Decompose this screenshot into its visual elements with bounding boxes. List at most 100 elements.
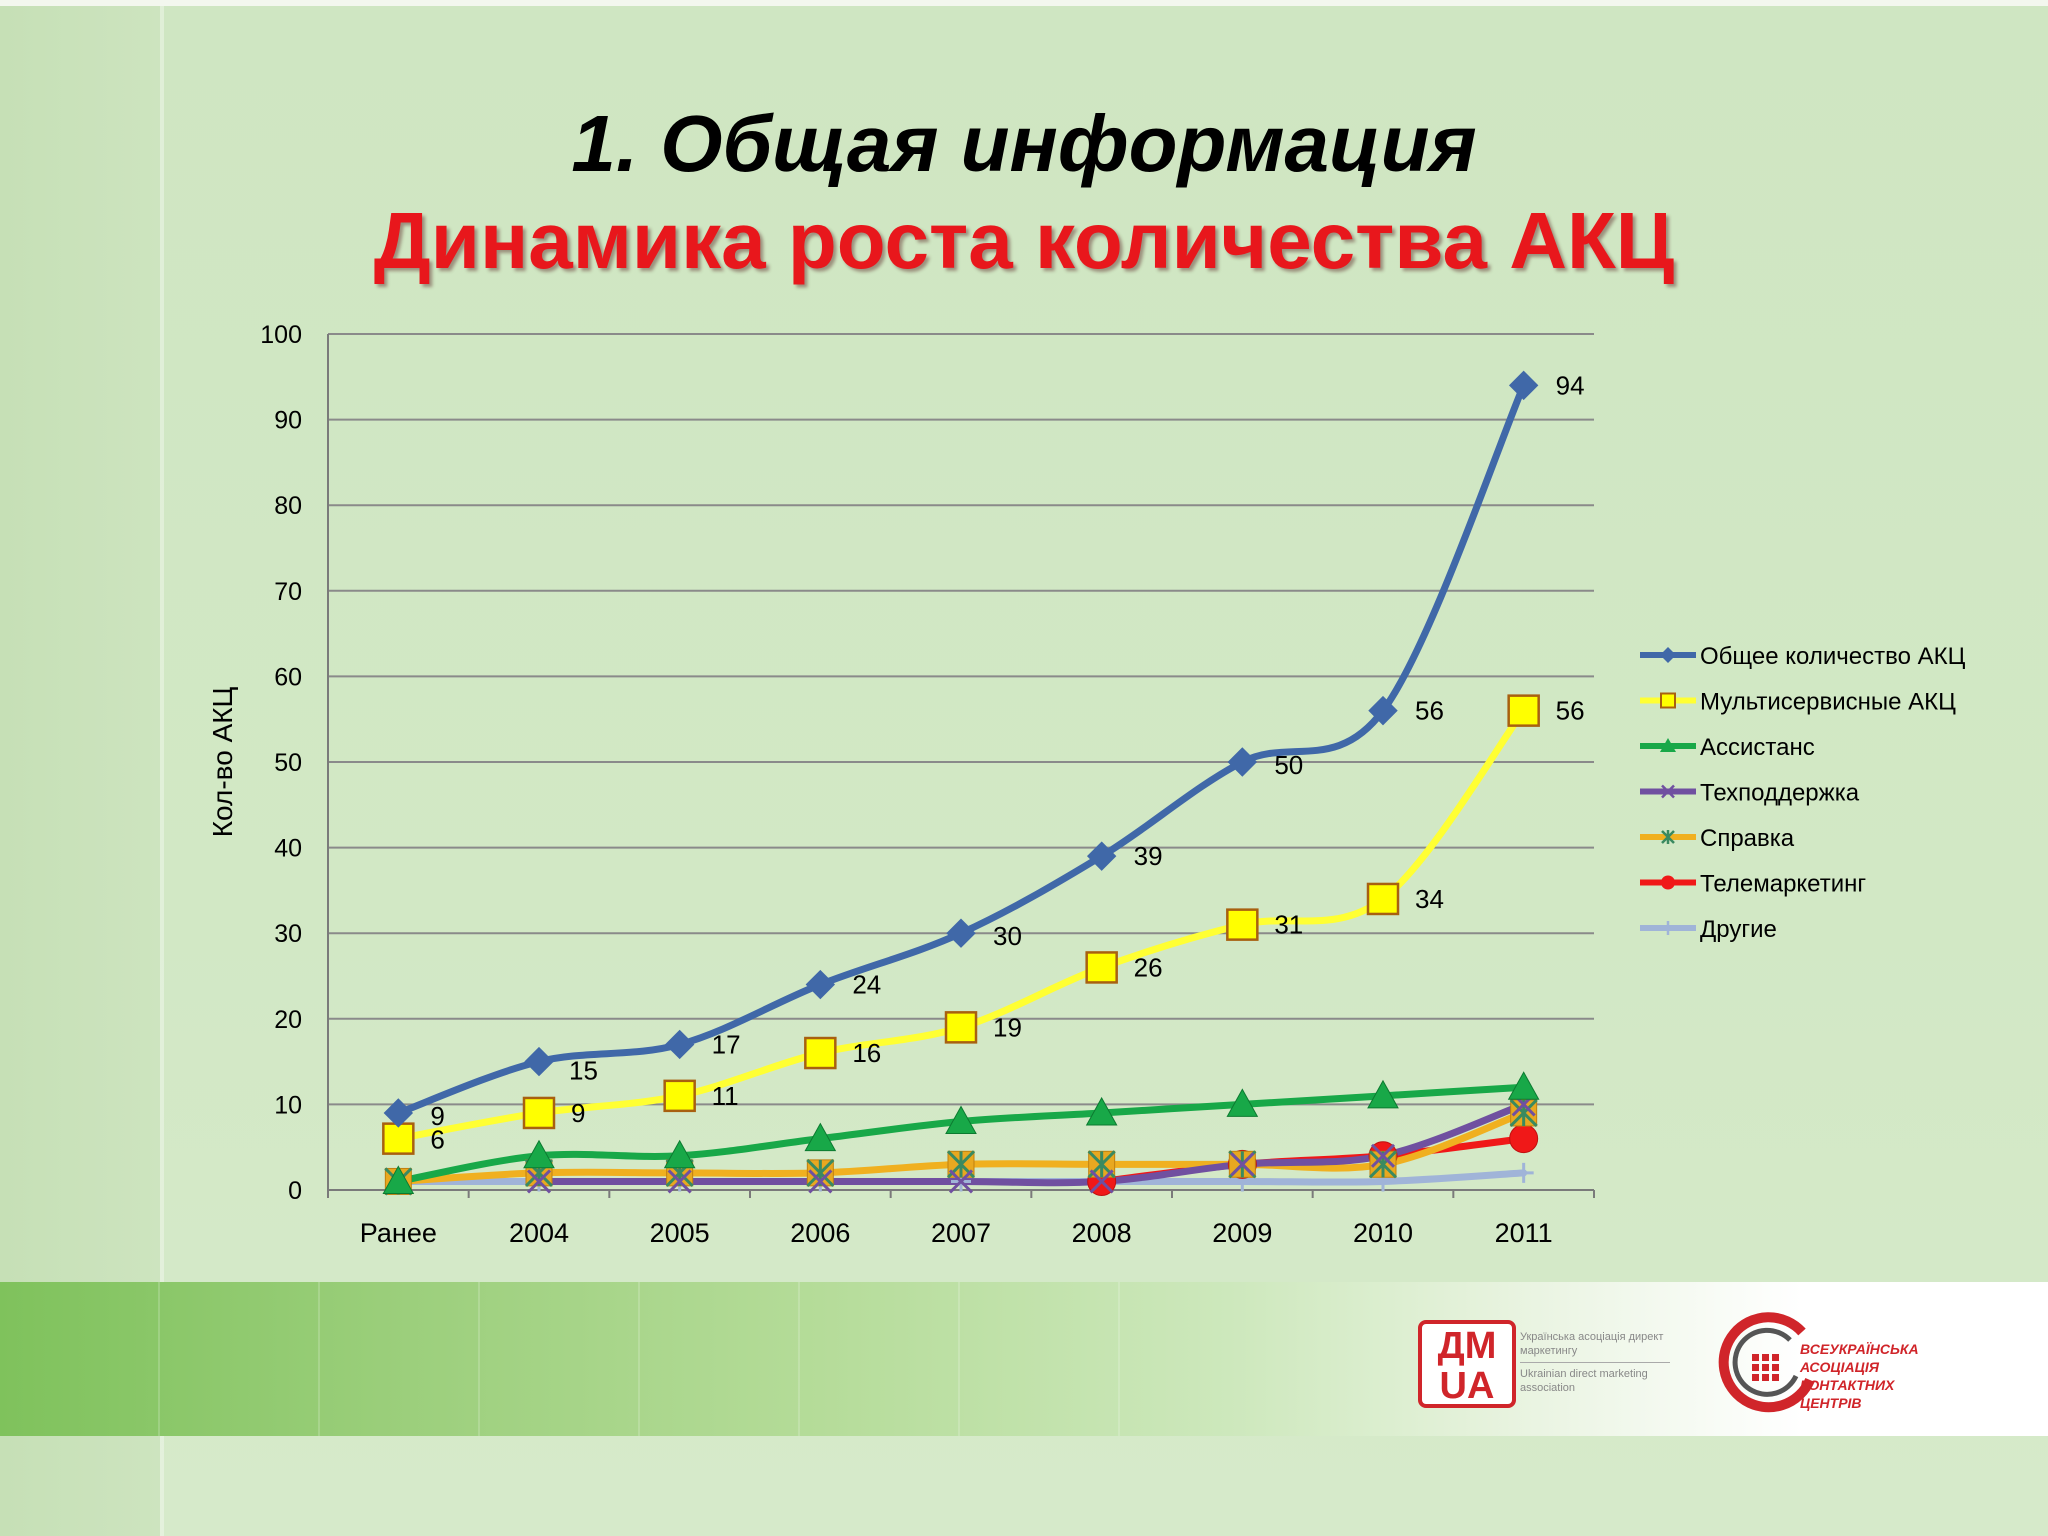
series-3-point (526, 1169, 552, 1194)
series-0-point (524, 1046, 554, 1077)
legend-entry-label: Общее количество АКЦ (1700, 643, 1966, 670)
series-3-point (948, 1169, 974, 1194)
y-tick-label: 10 (274, 1091, 302, 1119)
legend-entry-label: Другие (1700, 916, 1777, 943)
left-decor-strip (0, 0, 160, 1536)
series-1-point (382, 1122, 415, 1155)
series-1-point (1366, 882, 1400, 916)
y-tick-label: 70 (274, 578, 302, 606)
series-1-data-label: 26 (1134, 952, 1163, 982)
series-3-point (1230, 1152, 1255, 1177)
series-0-data-label: 39 (1134, 841, 1163, 871)
series-0-point (1368, 695, 1398, 726)
dmua-logo-mark: ДМ UA (1437, 1325, 1497, 1407)
legend-swatch-marker (1661, 875, 1675, 890)
series-1-point (663, 1079, 696, 1113)
contact-centers-logo-icon (1718, 1312, 1815, 1413)
series-0-line (394, 381, 1528, 1117)
legend-swatch-marker (1660, 738, 1676, 752)
legend-swatch-marker (1661, 830, 1675, 844)
dmua-caption-ua: Українська асоціація директ маркетингу (1520, 1331, 1664, 1357)
y-tick-label: 20 (274, 1006, 302, 1034)
series-1-data-label: 56 (1556, 696, 1585, 726)
x-tick-label: 2010 (1353, 1218, 1413, 1248)
series-1-data-label: 31 (1274, 910, 1303, 940)
series-1-point (522, 1096, 556, 1130)
series-0-data-label: 9 (430, 1101, 444, 1131)
x-tick-label: 2004 (509, 1218, 569, 1248)
series-1-point (944, 1011, 978, 1044)
series-0-data-label: 24 (852, 970, 881, 1000)
x-tick-label: Ранее (360, 1218, 437, 1248)
footer-tiles (0, 1282, 1120, 1436)
dmua-logo: ДМ UA (1418, 1320, 1516, 1408)
series-2-point (1085, 1096, 1118, 1126)
series-1-data-label: 11 (712, 1081, 739, 1111)
series-0-point (946, 918, 976, 948)
series-1-data-label: 6 (430, 1125, 444, 1155)
footer-band (0, 1282, 2048, 1436)
legend-swatch-marker (1660, 647, 1676, 663)
y-tick-label: 30 (274, 920, 302, 948)
y-tick-label: 90 (274, 407, 302, 435)
x-tick-label: 2011 (1495, 1218, 1553, 1248)
y-tick-label: 40 (274, 835, 302, 863)
series-3-point (808, 1169, 833, 1194)
series-1-point (804, 1036, 837, 1070)
series-3-point (667, 1169, 692, 1194)
legend-swatch-marker (1661, 921, 1675, 935)
series-1-data-label: 19 (993, 1012, 1022, 1042)
series-1-data-label: 34 (1415, 884, 1444, 914)
series-3-point (1089, 1169, 1114, 1194)
series-0-point (383, 1098, 414, 1128)
left-decor-line (160, 0, 164, 1536)
legend-entry-label: Техподдержка (1700, 780, 1860, 807)
series-2-point (1226, 1088, 1259, 1117)
series-3-point (1370, 1143, 1396, 1168)
series-5-point (1509, 1124, 1539, 1154)
legend-entry-label: Телемаркетинг (1700, 871, 1866, 898)
y-tick-label: 80 (274, 492, 302, 520)
series-2-point (804, 1122, 837, 1152)
series-0-point (664, 1029, 695, 1060)
x-tick-label: 2007 (931, 1218, 991, 1248)
legend-entry-label: Ассистанс (1700, 734, 1815, 761)
series-6-point (1513, 1162, 1534, 1183)
series-1-point (1226, 908, 1259, 941)
series-2-point (382, 1165, 415, 1194)
y-tick-label: 60 (274, 663, 302, 691)
contact-centers-logo-text: ВСЕУКРАЇНСЬКА АСОЦІАЦІЯ КОНТАКТНИХ ЦЕНТР… (1800, 1341, 1919, 1411)
series-0-point (1227, 747, 1258, 777)
y-tick-label: 0 (288, 1177, 302, 1205)
series-2-point (1507, 1071, 1540, 1100)
series-2-point (945, 1105, 977, 1135)
series-0-data-label: 15 (569, 1056, 598, 1086)
x-tick-label: 2005 (650, 1218, 710, 1248)
x-tick-label: 2009 (1212, 1218, 1272, 1248)
y-tick-label: 50 (274, 749, 302, 777)
series-0-data-label: 30 (993, 921, 1022, 951)
slide-title: 1. Общая информация (571, 99, 1477, 188)
dmua-caption-en: Ukrainian direct marketing association (1520, 1368, 1648, 1394)
series-2-point (1367, 1079, 1399, 1109)
top-decor-line (0, 0, 2048, 6)
series-2-point (523, 1139, 555, 1169)
y-axis-label: Кол-во АКЦ (207, 686, 238, 837)
y-tick-label: 100 (260, 321, 302, 349)
legend-entry-label: Мультисервисные АКЦ (1700, 689, 1956, 716)
x-tick-label: 2006 (790, 1218, 850, 1248)
series-1-data-label: 16 (852, 1038, 881, 1068)
dmua-logo-caption: Українська асоціація директ маркетингу U… (1520, 1330, 1670, 1395)
growth-line-chart: 0 10 20 30 40 50 60 70 80 90 100 Ранее 2004 2005 2006 2… (207, 321, 1966, 1248)
series-0-data-label: 94 (1556, 370, 1585, 400)
series-1-data-label: 9 (571, 1098, 585, 1128)
series-1-point (1507, 694, 1540, 727)
legend-swatch-marker (1660, 692, 1676, 709)
series-0-data-label: 50 (1274, 750, 1303, 780)
series-0-point (1086, 841, 1117, 871)
series-2-point (663, 1139, 696, 1169)
series-0-data-label: 56 (1415, 696, 1444, 726)
x-tick-label: 2008 (1072, 1218, 1132, 1248)
series-0-point (805, 969, 836, 1000)
